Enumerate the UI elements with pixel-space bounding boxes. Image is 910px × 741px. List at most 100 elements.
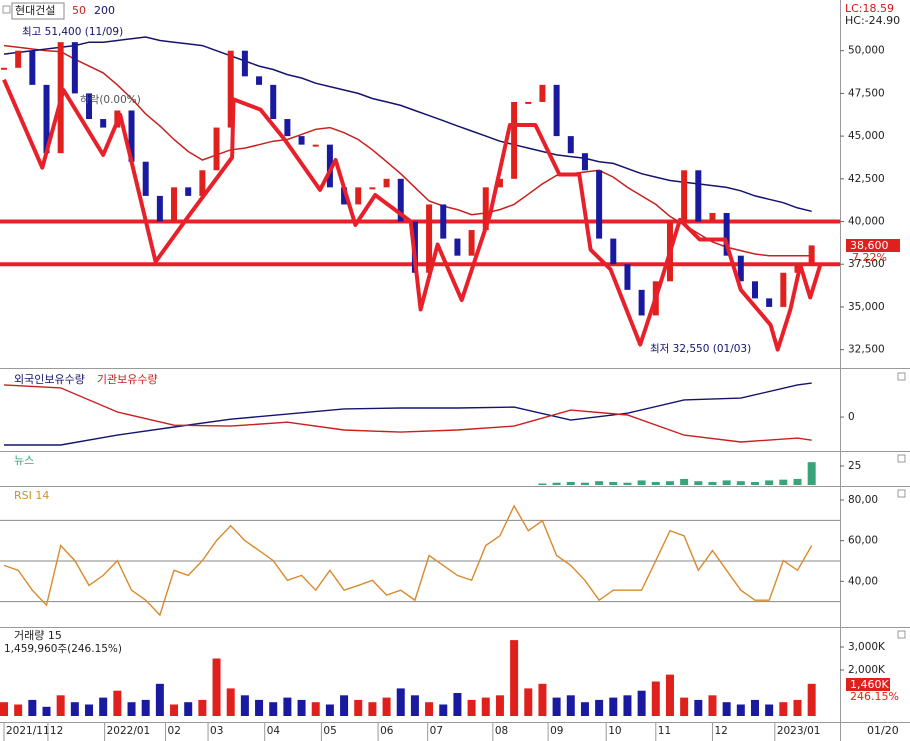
last-volume-label: 1,460K bbox=[850, 678, 889, 691]
y-tick-label: 47,500 bbox=[848, 87, 885, 99]
panel-button[interactable] bbox=[897, 630, 906, 639]
chart-title: 현대건설 bbox=[15, 4, 55, 17]
trend-annotation bbox=[2, 78, 823, 352]
bar bbox=[42, 706, 51, 716]
x-tick-label: 05 bbox=[323, 725, 336, 737]
bar bbox=[637, 480, 646, 485]
bar bbox=[694, 481, 703, 485]
panel-button[interactable] bbox=[897, 489, 906, 498]
candle bbox=[1, 67, 7, 70]
candle bbox=[426, 204, 433, 273]
bar bbox=[495, 695, 504, 716]
x-tick-label: 12 bbox=[50, 725, 63, 737]
panel-button[interactable] bbox=[2, 5, 11, 14]
y-tick-label: 40,00 bbox=[848, 575, 878, 587]
last-volume-box bbox=[846, 678, 890, 691]
bar bbox=[127, 702, 136, 716]
candle bbox=[440, 204, 447, 239]
volume-subtitle: 1,459,960주(246.15%) bbox=[4, 643, 122, 655]
candle bbox=[482, 187, 489, 231]
bar bbox=[552, 697, 561, 716]
candle bbox=[525, 101, 532, 104]
bar bbox=[467, 699, 476, 716]
bar bbox=[382, 697, 391, 716]
candle bbox=[213, 127, 220, 171]
bar bbox=[155, 683, 164, 716]
series-line bbox=[3, 384, 812, 443]
candle bbox=[610, 238, 617, 265]
candle bbox=[43, 84, 50, 154]
bar bbox=[481, 697, 490, 716]
bar bbox=[184, 702, 193, 716]
bar bbox=[425, 702, 434, 716]
candle bbox=[298, 136, 305, 145]
bar bbox=[198, 699, 207, 716]
bar bbox=[113, 690, 122, 716]
y-tick-label: 60,00 bbox=[848, 535, 878, 547]
bar bbox=[538, 483, 547, 485]
x-tick-label: 2022/01 bbox=[107, 725, 151, 737]
x-tick-label: 2023/01 bbox=[777, 725, 821, 737]
bar bbox=[212, 658, 221, 716]
plot-layer: 50,00047,50045,00042,50040,00037,50035,0… bbox=[0, 4, 886, 741]
bar bbox=[580, 702, 589, 716]
candle bbox=[369, 187, 376, 190]
x-tick-label: 06 bbox=[380, 725, 394, 737]
panel-button[interactable] bbox=[897, 454, 906, 463]
candle bbox=[681, 170, 688, 222]
bar bbox=[240, 695, 249, 716]
candle bbox=[737, 255, 744, 282]
candle bbox=[15, 50, 22, 68]
bar bbox=[708, 481, 717, 485]
y-tick-label: 3,000K bbox=[848, 641, 886, 653]
moving-average bbox=[3, 36, 812, 213]
series-line bbox=[4, 382, 812, 446]
candle bbox=[695, 170, 702, 222]
candle bbox=[723, 212, 730, 256]
y-tick-label: 0 bbox=[848, 411, 855, 423]
bar bbox=[736, 704, 745, 716]
bar bbox=[807, 462, 816, 485]
change-label: 7.22% bbox=[852, 251, 887, 264]
x-tick-label: 02 bbox=[168, 725, 181, 737]
legend-entry: 200 bbox=[94, 4, 115, 17]
x-tick-label: 03 bbox=[210, 725, 223, 737]
x-tick-label: 11 bbox=[658, 725, 671, 737]
candle bbox=[808, 245, 815, 265]
legend-entry: 50 bbox=[72, 4, 86, 17]
bar bbox=[170, 704, 179, 716]
panel-button[interactable] bbox=[897, 372, 906, 381]
last-price-label: 38,600 bbox=[850, 239, 889, 252]
bar bbox=[566, 695, 575, 716]
candle bbox=[156, 195, 163, 222]
bar bbox=[269, 702, 278, 716]
x-tick-label: 2021/11 bbox=[6, 725, 50, 737]
bar bbox=[141, 699, 150, 716]
candle bbox=[284, 119, 291, 137]
candle bbox=[454, 238, 461, 256]
candle bbox=[142, 161, 149, 196]
bar bbox=[524, 688, 533, 716]
volume-change-label: 246.15% bbox=[850, 690, 899, 703]
bar bbox=[226, 688, 235, 716]
bar bbox=[708, 695, 717, 716]
candle bbox=[100, 119, 107, 128]
bar bbox=[623, 482, 632, 485]
bar bbox=[736, 481, 745, 485]
candle bbox=[227, 50, 234, 128]
x-tick-label: 07 bbox=[430, 725, 443, 737]
candle bbox=[794, 264, 801, 273]
bar bbox=[750, 481, 759, 485]
drop-note: 하락(0.00%) bbox=[80, 93, 141, 106]
x-tick-label: 04 bbox=[267, 725, 281, 737]
x-tick-label: 08 bbox=[495, 725, 508, 737]
bar bbox=[297, 699, 306, 716]
candle bbox=[383, 178, 390, 188]
bar bbox=[750, 699, 759, 716]
bar bbox=[396, 688, 405, 716]
lc-label: LC:18.59 bbox=[845, 2, 894, 15]
candle bbox=[751, 281, 758, 299]
